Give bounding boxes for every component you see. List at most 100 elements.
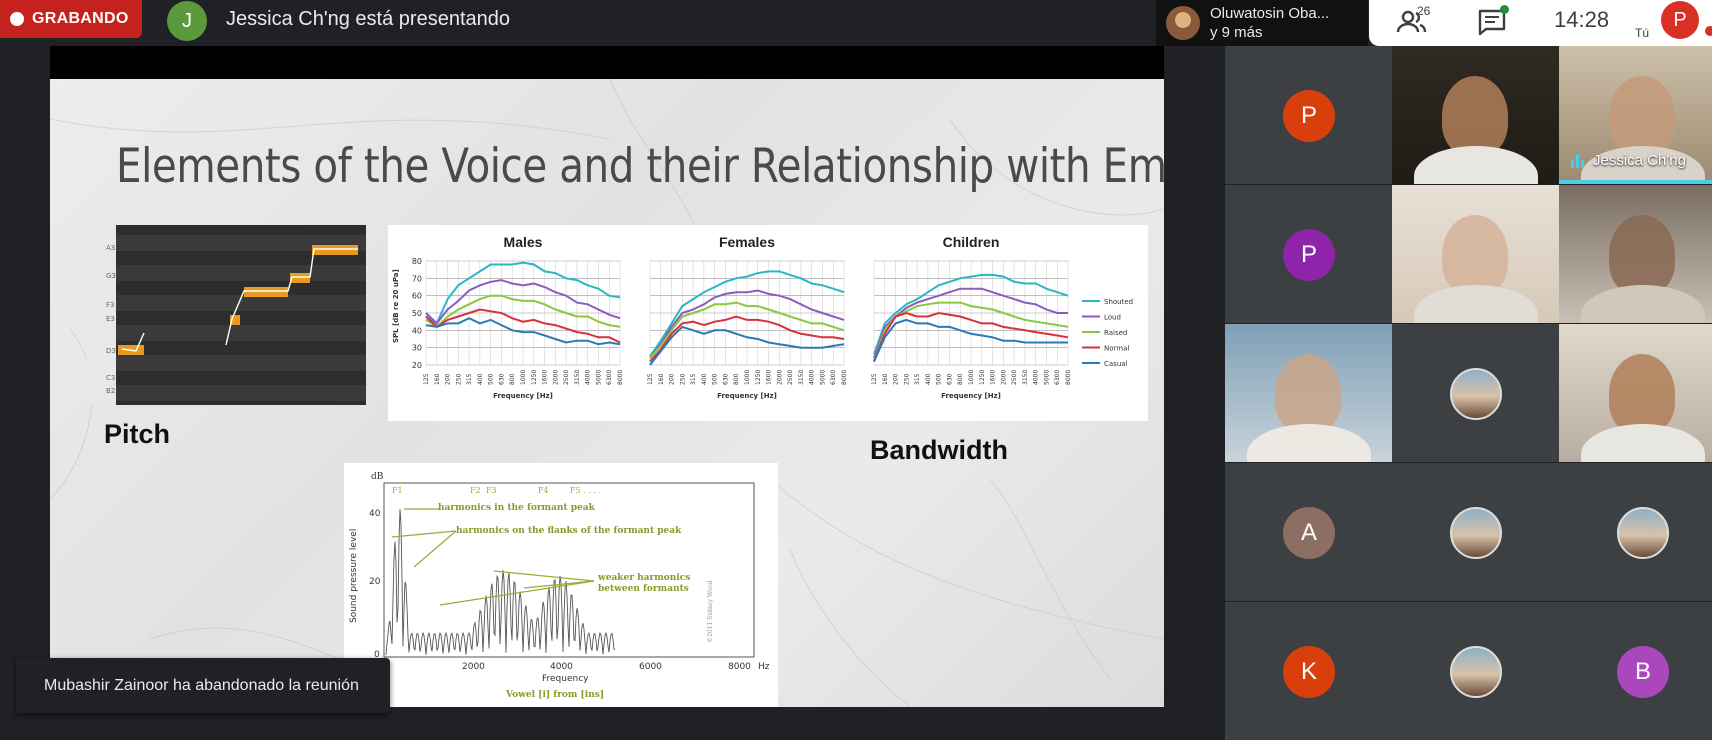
- formant-peak-label: F2: [470, 486, 481, 495]
- participant-tile[interactable]: [1392, 324, 1559, 462]
- x-tick: 1000: [520, 370, 527, 385]
- y-tick: 40: [412, 326, 422, 335]
- x-tick: 500: [712, 373, 719, 385]
- participant-video: [1609, 76, 1675, 156]
- participant-avatar: P: [1283, 90, 1335, 142]
- x-tick: 125: [423, 373, 430, 385]
- x-tick: 2500: [1011, 370, 1018, 385]
- x-tick: 125: [647, 373, 654, 385]
- active-speaker-bar: [1559, 180, 1712, 184]
- people-icon[interactable]: [1395, 8, 1435, 36]
- y-axis-label: SPL [dB re 20 uPa]: [392, 269, 400, 343]
- recording-badge[interactable]: GRABANDO: [0, 0, 142, 38]
- x-tick: 5000: [1043, 370, 1050, 385]
- formant-peak-label: F5 . . . .: [570, 486, 601, 495]
- x-tick: 2000: [776, 370, 783, 385]
- x-tick: 3150: [574, 370, 581, 385]
- formant-ytick: 20: [369, 577, 381, 587]
- participant-count: 26: [1417, 4, 1431, 18]
- meeting-controls-panel: 26 14:28 Tú P: [1369, 0, 1712, 46]
- legend-label: Normal: [1104, 345, 1129, 353]
- series-line: [649, 289, 845, 359]
- x-tick: 125: [871, 373, 878, 385]
- x-tick: 1000: [744, 370, 751, 385]
- participant-tile[interactable]: [1392, 463, 1559, 601]
- participant-tile[interactable]: [1392, 185, 1559, 323]
- series-line: [873, 301, 1069, 362]
- key-label: C3: [106, 374, 115, 382]
- participant-shoulders: [1581, 424, 1705, 462]
- y-tick: 70: [412, 274, 422, 283]
- x-tick: 250: [903, 373, 910, 385]
- chat-unread-dot: [1500, 5, 1509, 14]
- participant-grid: P Jessica Ch'ng P A K B: [1225, 46, 1712, 740]
- annotation: harmonics on the flanks of the formant p…: [456, 526, 682, 536]
- x-tick: 400: [477, 373, 484, 385]
- key-label: B2: [106, 387, 115, 395]
- bandwidth-label: Bandwidth: [870, 435, 1008, 465]
- series-line: [649, 315, 845, 363]
- legend-label: Loud: [1104, 314, 1121, 322]
- formant-ytick: 0: [374, 650, 380, 660]
- x-tick: 8000: [1065, 370, 1072, 385]
- participant-tile[interactable]: Jessica Ch'ng: [1559, 46, 1712, 184]
- x-tick: 1250: [531, 370, 538, 385]
- y-tick: 50: [412, 309, 422, 318]
- formant-xtick: 4000: [550, 662, 573, 672]
- x-tick: 800: [957, 373, 964, 385]
- participant-avatar: [1166, 6, 1200, 40]
- formant-y-unit: dB: [371, 472, 384, 482]
- participant-tile[interactable]: B: [1559, 602, 1712, 740]
- series-line: [873, 311, 1069, 362]
- notification-toast: Mubashir Zainoor ha abandonado la reunió…: [16, 658, 390, 713]
- participant-tile[interactable]: [1392, 602, 1559, 740]
- pitch-graphic: A3 G3 F3 E3 D3 C3 B2: [86, 225, 366, 405]
- presenter-status: Jessica Ch'ng está presentando: [226, 8, 510, 30]
- participant-tile[interactable]: [1225, 324, 1392, 462]
- slide: Elements of the Voice and their Relation…: [50, 79, 1164, 707]
- panel-title: Males: [504, 234, 543, 250]
- participant-shoulders: [1414, 146, 1538, 184]
- x-tick: 5000: [595, 370, 602, 385]
- formant-xtick: 6000: [639, 662, 662, 672]
- participant-shoulders: [1247, 424, 1371, 462]
- participant-tile[interactable]: [1559, 463, 1712, 601]
- x-tick: 1250: [755, 370, 762, 385]
- presentation-area: Elements of the Voice and their Relation…: [50, 46, 1164, 707]
- participant-tile[interactable]: P: [1225, 46, 1392, 184]
- chip-more: y 9 más: [1210, 24, 1263, 41]
- x-tick: 160: [434, 373, 441, 385]
- x-tick: 200: [893, 373, 900, 385]
- series-line: [425, 279, 621, 325]
- participant-tile[interactable]: [1392, 46, 1559, 184]
- participant-shoulders: [1414, 285, 1538, 323]
- x-tick: 1000: [968, 370, 975, 385]
- series-line: [425, 294, 621, 329]
- participant-photo: [1450, 646, 1502, 698]
- series-line: [425, 261, 621, 325]
- participant-video: [1609, 354, 1675, 434]
- participant-tile[interactable]: K: [1225, 602, 1392, 740]
- participant-tile[interactable]: [1559, 324, 1712, 462]
- clock: 14:28: [1554, 7, 1610, 32]
- active-speakers-chip[interactable]: Oluwatosin Oba... y 9 más: [1156, 0, 1368, 46]
- x-tick: 630: [946, 373, 953, 385]
- key-label: G3: [106, 272, 116, 280]
- participant-tile[interactable]: [1559, 185, 1712, 323]
- x-axis-label: Frequency [Hz]: [493, 392, 553, 400]
- formant-diagram: dB 40 20 0 0 2000 4000 6000 8000 Hz Freq…: [344, 463, 778, 707]
- participant-tile[interactable]: P: [1225, 185, 1392, 323]
- x-tick: 250: [455, 373, 462, 385]
- pitch-label: Pitch: [104, 419, 171, 449]
- participant-tile[interactable]: A: [1225, 463, 1392, 601]
- series-line: [873, 273, 1069, 355]
- participant-avatar: B: [1617, 646, 1669, 698]
- self-avatar[interactable]: P: [1661, 1, 1699, 39]
- x-tick: 315: [690, 373, 697, 385]
- series-line: [425, 308, 621, 344]
- top-bar: GRABANDO J Jessica Ch'ng está presentand…: [0, 0, 1712, 46]
- y-tick: 80: [412, 257, 422, 266]
- x-tick: 500: [488, 373, 495, 385]
- annotation: between formants: [598, 584, 689, 594]
